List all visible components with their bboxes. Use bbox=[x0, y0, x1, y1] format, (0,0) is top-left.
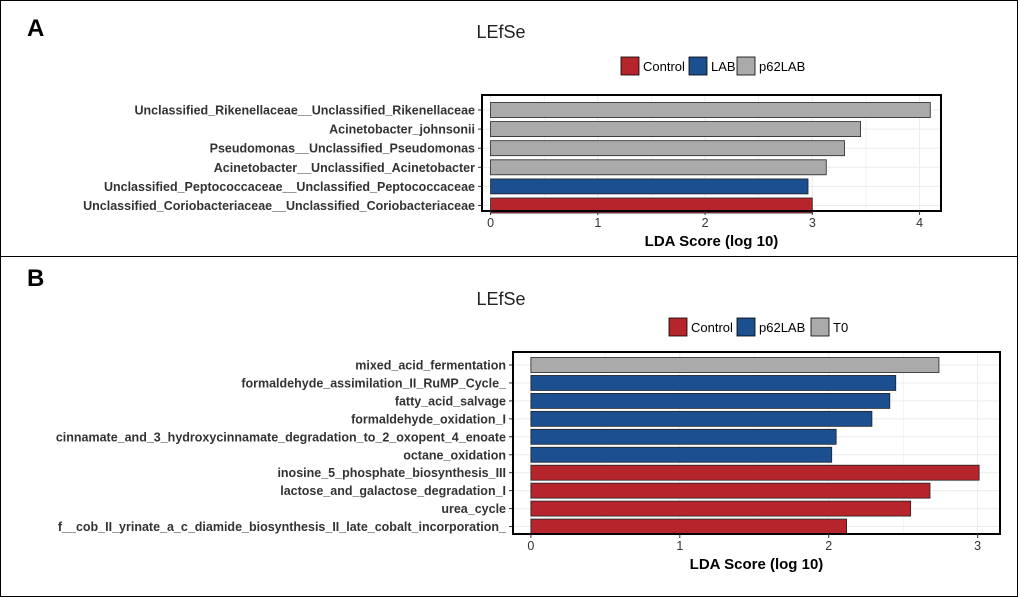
chart-title: LEfSe bbox=[476, 289, 525, 309]
x-axis-label: LDA Score (log 10) bbox=[690, 556, 824, 573]
category-label: formaldehyde_assimilation_II_RuMP_Cycle_ bbox=[241, 376, 507, 390]
x-axis-label: LDA Score (log 10) bbox=[645, 233, 779, 250]
category-label: urea_cycle bbox=[441, 502, 506, 516]
legend-label: Control bbox=[691, 320, 733, 335]
plot-frame bbox=[512, 351, 1001, 535]
legend-label: p62LAB bbox=[759, 320, 805, 335]
category-label: inosine_5_phosphate_biosynthesis_III bbox=[277, 466, 506, 480]
panel-letter: B bbox=[27, 265, 45, 292]
bar bbox=[490, 197, 813, 214]
bar bbox=[530, 464, 980, 481]
bar bbox=[490, 121, 861, 137]
legend-swatch bbox=[668, 317, 688, 337]
bar bbox=[530, 482, 931, 499]
legend-label: p62LAB bbox=[759, 59, 805, 74]
tick-label: 3 bbox=[809, 216, 816, 230]
category-label: Unclassified_Coriobacteriaceae__Unclassi… bbox=[83, 199, 475, 213]
tick-label: 0 bbox=[487, 216, 494, 230]
plot-frame bbox=[481, 94, 942, 212]
panel-letter: A bbox=[27, 15, 45, 42]
tick-label: 4 bbox=[916, 216, 923, 230]
tick-label: 1 bbox=[676, 539, 683, 553]
tick-label: 1 bbox=[594, 216, 601, 230]
legend-label: T0 bbox=[833, 320, 848, 335]
category-label: Pseudomonas__Unclassified_Pseudomonas bbox=[210, 142, 475, 156]
legend-swatch bbox=[736, 56, 756, 76]
legend-swatch bbox=[620, 56, 640, 76]
bar bbox=[530, 375, 897, 391]
bar bbox=[530, 500, 912, 517]
bar bbox=[490, 140, 845, 157]
panel-a: A LEfSe Control LAB p62LAB Unclassified_Rike… bbox=[0, 0, 1018, 257]
bar bbox=[490, 102, 931, 118]
tick-label: 0 bbox=[527, 539, 534, 553]
category-label: Unclassified_Rikenellaceae__Unclassified… bbox=[135, 104, 476, 118]
tick-label: 3 bbox=[974, 539, 981, 553]
category-label: Acinetobacter__Unclassified_Acinetobacte… bbox=[214, 161, 475, 175]
category-label: cinnamate_and_3_hydroxycinnamate_degrada… bbox=[56, 430, 506, 444]
bar bbox=[530, 392, 891, 409]
tick-label: 2 bbox=[825, 539, 832, 553]
legend-swatch bbox=[736, 317, 756, 337]
category-label: mixed_acid_fermentation bbox=[355, 359, 506, 373]
legend-label: Control bbox=[643, 59, 685, 74]
panel-b: B LEfSe Control p62LAB T0 mixed_acid_ferment… bbox=[0, 256, 1018, 597]
category-label: formaldehyde_oxidation_I bbox=[351, 412, 506, 426]
category-label: lactose_and_galactose_degradation_I bbox=[280, 484, 506, 498]
category-label: Unclassified_Peptococcaceae__Unclassifie… bbox=[104, 180, 475, 194]
category-label: fatty_acid_salvage bbox=[395, 394, 506, 408]
chart-title: LEfSe bbox=[476, 22, 525, 42]
tick-label: 2 bbox=[702, 216, 709, 230]
legend-swatch bbox=[688, 56, 708, 76]
legend-label: LAB bbox=[711, 59, 736, 74]
category-label: Acinetobacter_johnsonii bbox=[329, 123, 475, 137]
bar bbox=[530, 518, 848, 535]
bar bbox=[530, 410, 873, 427]
bar bbox=[530, 446, 833, 463]
bar bbox=[490, 178, 809, 195]
lefse-chart-a: LEfSe Control LAB p62LAB Unclassified_Rikene… bbox=[83, 22, 942, 250]
category-label: f__cob_II_yrinate_a_c_diamide_biosynthes… bbox=[58, 520, 507, 534]
bar bbox=[490, 159, 827, 176]
legend-swatch bbox=[810, 317, 830, 337]
bar bbox=[530, 357, 940, 373]
category-label: octane_oxidation bbox=[403, 448, 506, 462]
lefse-chart-b: LEfSe Control p62LAB T0 mixed_acid_fermentat… bbox=[56, 289, 1001, 573]
bar bbox=[530, 428, 837, 445]
